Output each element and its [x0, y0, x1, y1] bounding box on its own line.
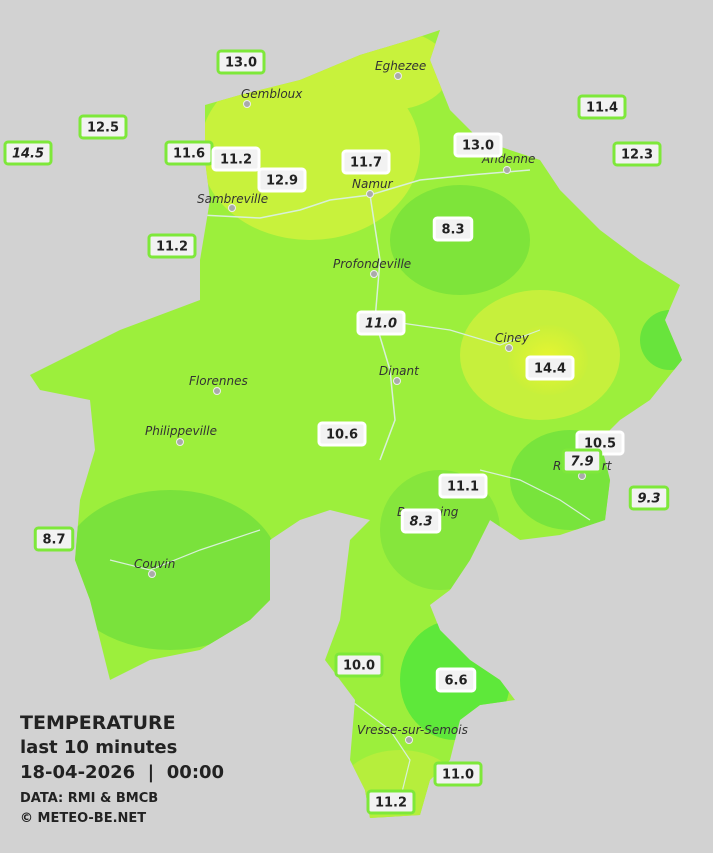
city-dot — [393, 377, 401, 385]
station-box — [341, 149, 391, 175]
station-box — [453, 132, 503, 158]
legend-source: DATA: RMI & BMCB — [20, 791, 159, 806]
station-box — [438, 473, 488, 499]
station-box — [334, 652, 384, 678]
station-box — [317, 421, 367, 447]
city-dot — [578, 472, 586, 480]
city-label: Gembloux — [241, 87, 303, 101]
station-box — [628, 485, 670, 511]
station-box — [33, 526, 75, 552]
station-box — [147, 233, 197, 259]
station-value: 11.2 — [375, 796, 407, 811]
city-label: Dinant — [379, 364, 420, 378]
station-box — [78, 114, 128, 140]
station-value: 10.0 — [343, 659, 375, 674]
city-dot — [176, 438, 184, 446]
station-box — [356, 310, 406, 336]
station-box — [577, 94, 627, 120]
station-value: 12.5 — [87, 121, 119, 136]
station-box — [257, 167, 307, 193]
station-value: 11.6 — [173, 147, 205, 162]
city-dot — [370, 270, 378, 278]
legend-copyright: © METEO-BE.NET — [20, 811, 147, 826]
station-value: 8.7 — [42, 533, 65, 548]
station-value: 11.2 — [156, 240, 188, 255]
city-dot — [503, 166, 511, 174]
legend-period: last 10 minutes — [20, 737, 178, 758]
city-label: Vresse-sur-Semois — [357, 723, 468, 737]
station-value: 11.7 — [350, 156, 382, 171]
city-dot — [405, 736, 413, 744]
station-box — [561, 448, 603, 474]
station-box — [612, 141, 662, 167]
city-dot — [228, 204, 236, 212]
city-label: Couvin — [134, 557, 175, 571]
station-box — [525, 355, 575, 381]
station-value: 13.0 — [225, 56, 257, 71]
station-value: 13.0 — [462, 139, 494, 154]
station-box — [432, 216, 474, 242]
station-box — [211, 146, 261, 172]
station-value: 11.0 — [365, 317, 397, 332]
city-dot — [148, 570, 156, 578]
station-box — [216, 49, 266, 75]
station-value: 11.0 — [442, 768, 474, 783]
station-value: 6.6 — [444, 674, 467, 689]
station-box — [366, 789, 416, 815]
city-label: Sambreville — [197, 192, 268, 206]
city-dot — [394, 72, 402, 80]
station-value: 14.4 — [534, 362, 566, 377]
station-value: 11.2 — [220, 153, 252, 168]
station-value: 10.6 — [326, 428, 358, 443]
station-box — [3, 140, 53, 166]
city-dot — [366, 190, 374, 198]
station-value: 7.9 — [570, 455, 593, 470]
station-value: 8.3 — [409, 515, 432, 530]
station-value: 9.3 — [637, 492, 660, 507]
station-value: 14.5 — [12, 147, 44, 162]
city-label: Eghezee — [375, 59, 426, 73]
station-value: 12.3 — [621, 148, 653, 163]
station-value: 11.4 — [586, 101, 618, 116]
city-label: Namur — [352, 177, 394, 191]
city-label: Profondeville — [333, 257, 411, 271]
station-box — [435, 667, 477, 693]
station-value: 11.1 — [447, 480, 479, 495]
station-box — [400, 508, 442, 534]
station-value: 12.9 — [266, 174, 298, 189]
station-value: 10.5 — [584, 437, 616, 452]
legend-title: TEMPERATURE — [20, 712, 176, 734]
city-label: Philippeville — [145, 424, 217, 438]
city-dot — [505, 344, 513, 352]
city-dot — [243, 100, 251, 108]
legend-datetime: 18-04-2026 | 00:00 — [20, 762, 225, 783]
city-dot — [213, 387, 221, 395]
station-box — [433, 761, 483, 787]
city-label: Florennes — [189, 374, 248, 388]
city-label: Ciney — [495, 331, 530, 345]
station-value: 8.3 — [441, 223, 464, 238]
